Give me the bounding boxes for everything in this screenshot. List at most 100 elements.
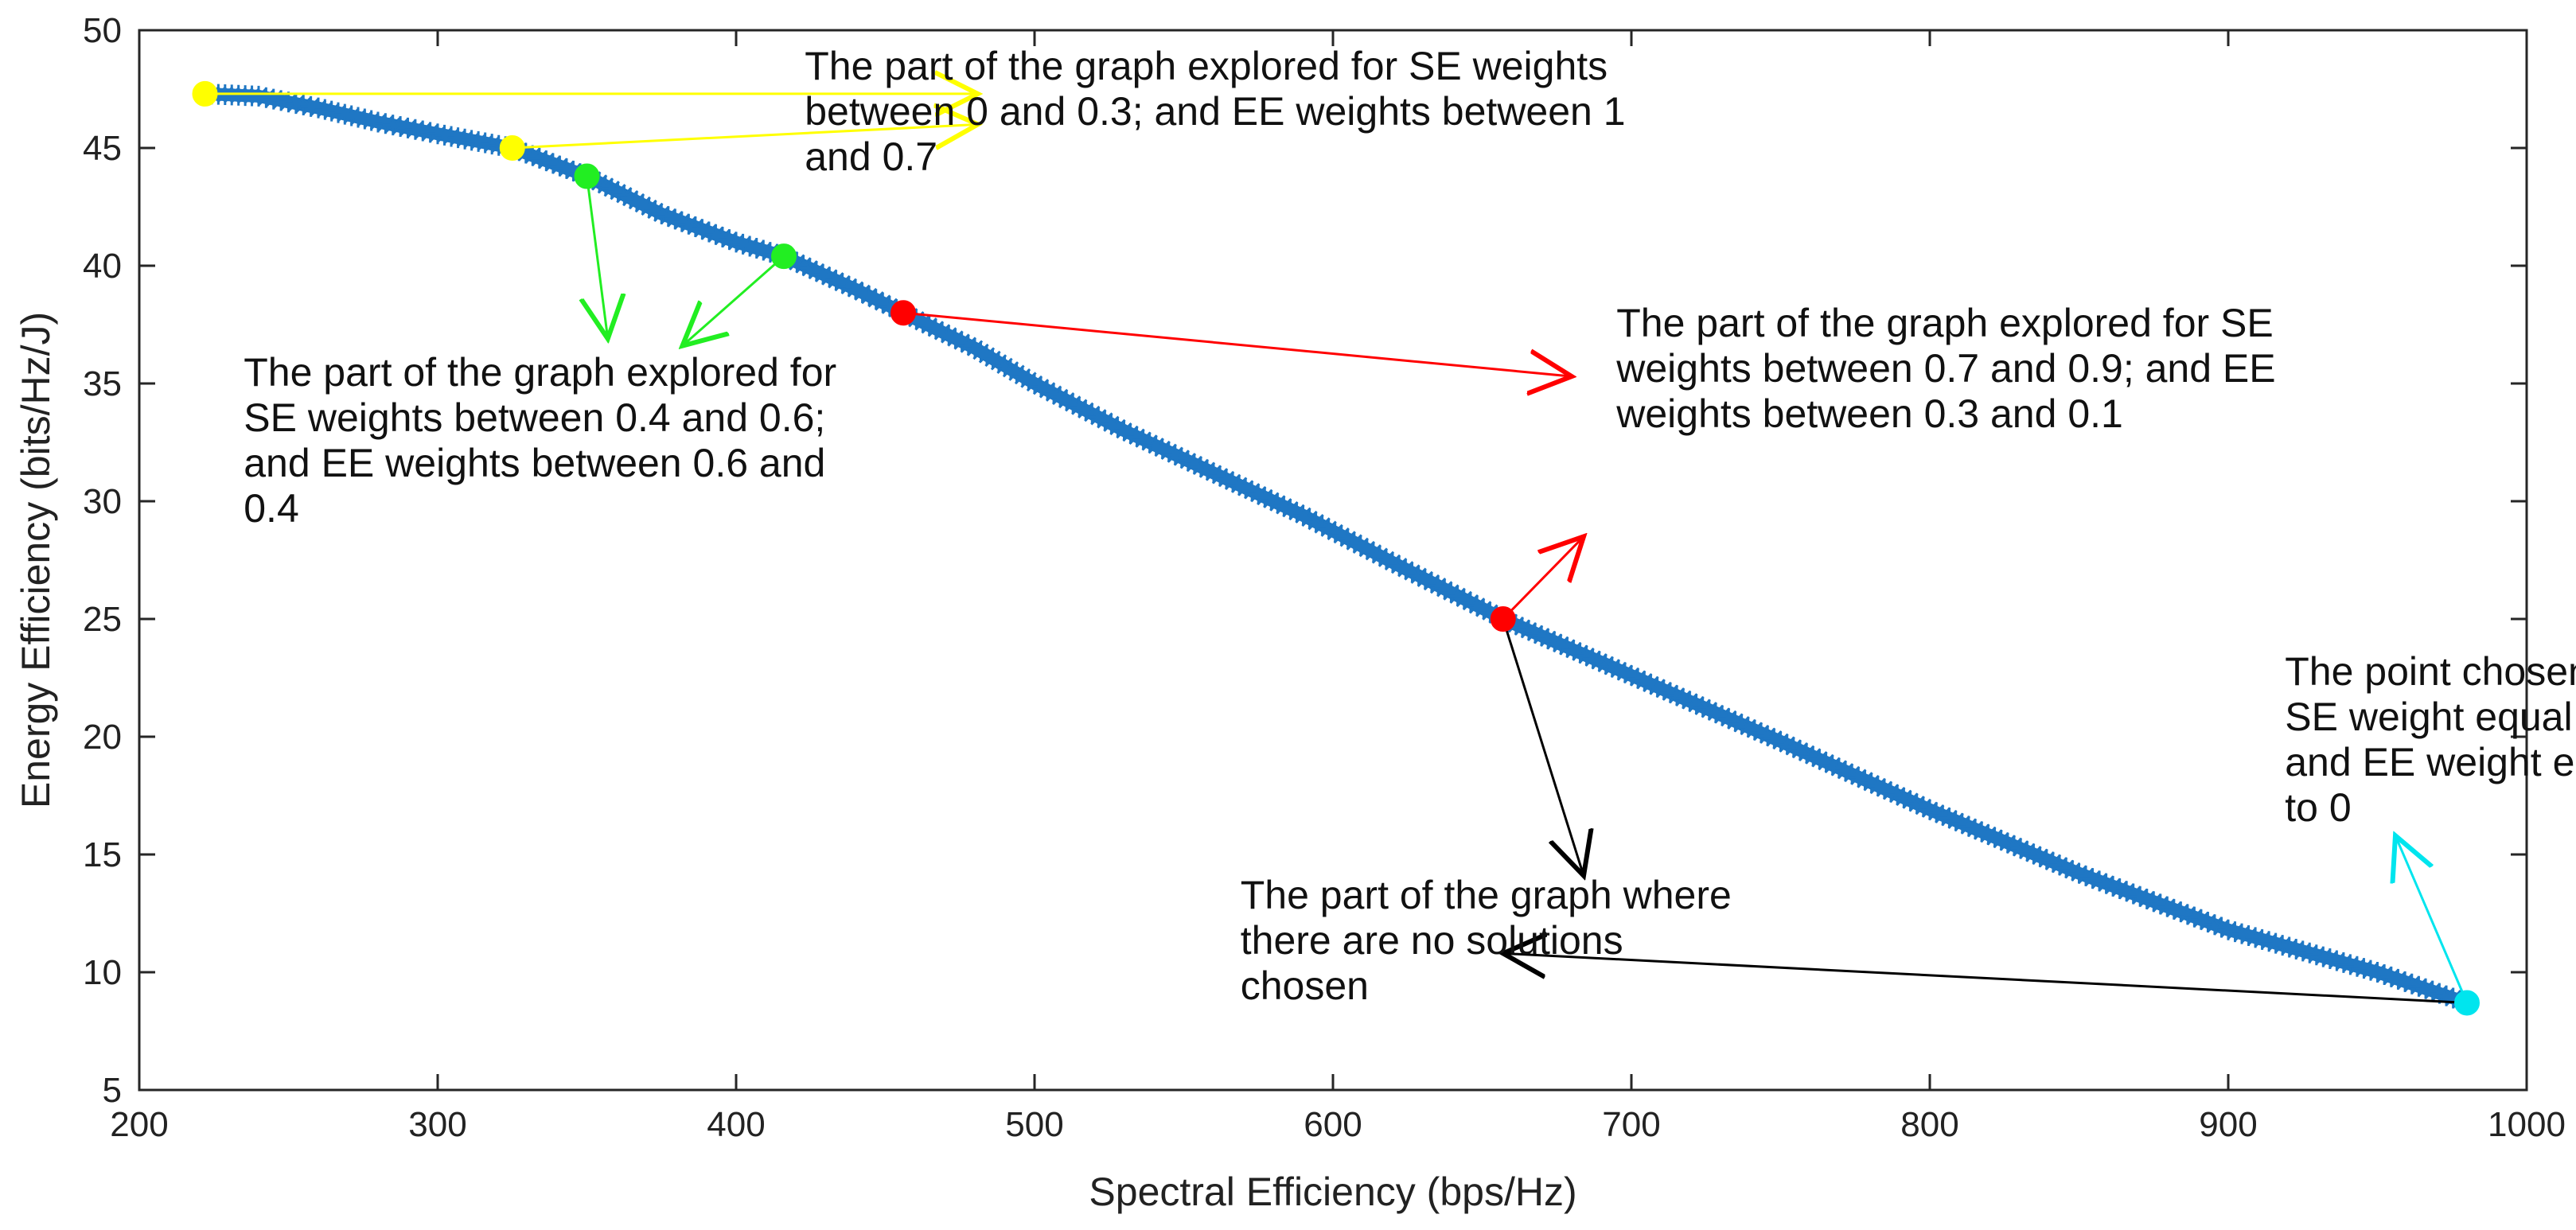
series-marker xyxy=(813,263,834,285)
annotation-arrows xyxy=(205,94,2469,1004)
series-marker xyxy=(474,132,496,154)
series-marker xyxy=(684,216,706,238)
series-marker xyxy=(1440,582,1462,603)
series-marker xyxy=(982,348,1004,369)
x-tick-label: 400 xyxy=(707,1105,765,1144)
series-marker xyxy=(932,321,953,343)
series-marker xyxy=(1544,631,1565,652)
series-marker xyxy=(2149,893,2171,915)
series-marker xyxy=(2136,888,2157,909)
x-tick-label: 200 xyxy=(110,1105,168,1144)
series-marker xyxy=(1375,548,1397,570)
series-marker xyxy=(1126,426,1148,447)
series-marker xyxy=(838,275,859,297)
series-marker xyxy=(563,161,584,182)
annotation-notes: The part of the graph explored for SE we… xyxy=(244,44,2576,1008)
series-marker xyxy=(1997,832,2018,854)
series-marker xyxy=(951,331,972,352)
black-note-line: The part of the graph where xyxy=(1241,873,1732,917)
series-marker xyxy=(1337,528,1358,550)
series-marker xyxy=(1531,625,1553,647)
series-marker xyxy=(753,239,774,261)
series-marker xyxy=(2190,909,2212,930)
series-marker xyxy=(671,211,692,232)
series-marker xyxy=(1783,737,1804,758)
series-marker xyxy=(1273,496,1295,517)
cyan-note-line: to 0 xyxy=(2285,785,2351,830)
series-marker xyxy=(382,115,403,136)
series-marker xyxy=(1595,653,1616,675)
series-marker xyxy=(2292,940,2313,962)
series-marker xyxy=(719,229,740,251)
series-marker xyxy=(786,251,808,273)
series-marker xyxy=(549,155,571,177)
series-marker xyxy=(1712,705,1733,726)
series-marker xyxy=(2089,870,2110,892)
series-marker xyxy=(328,102,349,123)
series-marker xyxy=(1848,766,1869,788)
series-marker xyxy=(1139,432,1160,453)
series-marker xyxy=(1809,749,1830,770)
series-marker xyxy=(1822,754,1843,776)
series-marker xyxy=(2332,952,2354,973)
series-marker xyxy=(321,100,342,122)
y-tick-label: 5 xyxy=(103,1071,122,1110)
series-marker xyxy=(859,286,880,307)
series-marker xyxy=(447,127,469,149)
series-marker xyxy=(1757,725,1779,746)
series-marker xyxy=(2003,835,2025,856)
series-marker xyxy=(1056,390,1078,411)
green-note-line: and EE weights between 0.6 and xyxy=(244,441,825,485)
series-marker xyxy=(601,178,622,200)
highlight-point xyxy=(890,300,916,326)
data-series xyxy=(194,83,2473,1011)
series-marker xyxy=(739,235,761,257)
series-marker xyxy=(879,295,900,317)
series-marker xyxy=(1183,453,1205,475)
series-marker xyxy=(1069,396,1090,418)
series-marker xyxy=(645,200,666,221)
series-marker xyxy=(1421,572,1442,594)
series-marker xyxy=(278,91,299,113)
series-marker xyxy=(759,242,781,263)
series-marker xyxy=(515,142,536,164)
series-marker xyxy=(1369,545,1390,566)
y-tick-label: 30 xyxy=(83,482,122,521)
series-marker xyxy=(589,172,610,193)
series-marker xyxy=(657,206,679,228)
series-marker xyxy=(1311,515,1333,536)
series-marker xyxy=(293,94,314,115)
series-marker xyxy=(1343,531,1365,553)
series-marker xyxy=(1854,769,1876,791)
series-marker xyxy=(2170,901,2192,923)
series-marker xyxy=(1582,648,1604,669)
series-marker xyxy=(872,292,894,313)
series-marker xyxy=(2346,956,2368,977)
series-marker xyxy=(1557,636,1578,658)
series-marker xyxy=(2130,886,2151,907)
series-marker xyxy=(2122,883,2144,905)
series-marker xyxy=(2163,898,2184,920)
series-marker xyxy=(1389,555,1410,577)
series-marker xyxy=(1050,386,1071,407)
series-marker xyxy=(1686,694,1707,715)
series-marker xyxy=(732,233,754,255)
series-marker xyxy=(1467,595,1488,617)
series-marker xyxy=(1958,815,1979,837)
series-marker xyxy=(2231,923,2253,944)
series-marker xyxy=(248,85,269,107)
x-axis-ticks: 200 300 400 500 600 700 800 900 1000 xyxy=(110,30,2566,1144)
series-marker xyxy=(1267,492,1288,514)
series-marker xyxy=(488,134,509,156)
series-marker xyxy=(1062,393,1084,415)
series-marker xyxy=(1006,362,1027,383)
series-marker xyxy=(976,344,997,366)
series-marker xyxy=(1248,484,1269,505)
series-marker xyxy=(632,194,653,216)
series-marker xyxy=(1951,813,1973,835)
series-marker xyxy=(2360,959,2381,981)
series-marker xyxy=(1887,784,1908,806)
series-marker xyxy=(468,130,489,152)
x-tick-label: 1000 xyxy=(2488,1105,2566,1144)
series-marker xyxy=(1608,659,1629,680)
